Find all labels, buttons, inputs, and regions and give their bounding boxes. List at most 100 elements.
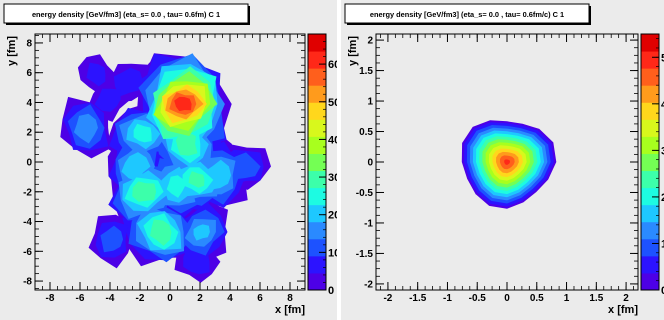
contour-layer xyxy=(461,120,557,209)
x-tick-label: -2 xyxy=(383,293,392,304)
x-tick-label: 8 xyxy=(287,293,293,304)
chart-title: energy density [GeV/fm3] (eta_s= 0.0 , t… xyxy=(32,10,220,19)
colorbar-tick-label: 5 xyxy=(661,52,664,64)
x-tick-label: 1.5 xyxy=(589,293,603,304)
x-tick-label: 4 xyxy=(227,293,233,304)
colorbar-tick-label: 3 xyxy=(661,145,664,157)
colorbar-swatch xyxy=(641,221,659,240)
x-tick-label: 0.5 xyxy=(530,293,544,304)
y-tick-label: 0 xyxy=(367,158,373,169)
colorbar-swatch xyxy=(308,221,326,240)
colorbar-swatch xyxy=(641,187,659,206)
colorbar-swatch xyxy=(308,272,326,291)
colorbar-swatch xyxy=(308,68,326,86)
y-tick-label: 8 xyxy=(26,38,32,49)
contour-band xyxy=(73,113,98,144)
y-tick-label: 0.5 xyxy=(359,127,373,138)
colorbar-tick-label: 10 xyxy=(328,247,337,259)
y-axis-title: y [fm] xyxy=(347,36,359,66)
y-tick-label: 4 xyxy=(26,98,32,109)
colorbar-tick-label: 60 xyxy=(328,59,337,71)
x-tick-label: -1.5 xyxy=(409,293,427,304)
colorbar-tick-label: 1 xyxy=(661,238,664,250)
title-box xyxy=(3,3,249,24)
contour-band xyxy=(174,96,192,112)
contour-band xyxy=(121,152,151,182)
y-tick-label: 1 xyxy=(367,97,373,108)
y-tick-label: -4 xyxy=(23,217,32,228)
colorbar-swatch xyxy=(641,51,659,69)
colorbar-swatch xyxy=(308,119,326,137)
right-heatmap-chart: -2 -1.5 -1 -0.5 0 0.5 1 1.5 2 -2 -1.5 -1 -0.5 0 0.5 1 1.… xyxy=(344,3,664,316)
x-tick-label: 0 xyxy=(167,293,173,304)
chart-title: energy density [GeV/fm3] (eta_s= 0.0 , t… xyxy=(370,10,564,19)
y-tick-label: -6 xyxy=(23,247,32,258)
y-tick-label: -2 xyxy=(364,279,373,290)
left-chart-panel: -8 -6 -4 -2 0 2 4 6 8 -8 -6 -4 -2 0 2 4 6 8 x [fm] y [fm] 0 1… xyxy=(0,0,337,320)
title-box xyxy=(344,3,590,24)
colorbar-swatch xyxy=(641,204,659,223)
colorbar-tick-label: 2 xyxy=(661,192,664,204)
colorbar-swatch xyxy=(641,255,659,274)
colorbar-tick-label: 20 xyxy=(328,210,337,222)
y-tick-label: -2 xyxy=(23,187,32,198)
colorbar-swatch xyxy=(641,153,659,172)
right-chart-panel: -2 -1.5 -1 -0.5 0 0.5 1 1.5 2 -2 -1.5 -1 -0.5 0 0.5 1 1.… xyxy=(341,0,664,320)
contour-band xyxy=(100,225,124,253)
colorbar-frame xyxy=(640,33,660,291)
x-tick-label: -4 xyxy=(106,293,115,304)
panel-divider xyxy=(337,0,341,320)
x-tick-label: 0 xyxy=(504,293,510,304)
contour-band xyxy=(205,159,232,190)
contour-band xyxy=(132,181,157,202)
contour-band xyxy=(504,159,510,165)
colorbar-tick-label: 30 xyxy=(328,172,337,184)
contour-band xyxy=(175,132,198,156)
colorbar-swatch xyxy=(308,170,326,189)
colorbar-tick-label: 0 xyxy=(328,285,334,297)
x-tick-label: -2 xyxy=(136,293,145,304)
colorbar-swatch xyxy=(308,136,326,154)
contour-layer xyxy=(60,53,271,283)
y-tick-label: 0 xyxy=(26,158,32,169)
colorbar-tick-label: 4 xyxy=(661,99,664,111)
colorbar-swatch xyxy=(641,102,659,120)
x-tick-label: -0.5 xyxy=(469,293,487,304)
x-axis-title: x [fm] xyxy=(608,304,638,316)
colorbar-swatch xyxy=(641,85,659,103)
x-tick-label: -1 xyxy=(443,293,452,304)
x-tick-label: -8 xyxy=(46,293,55,304)
colorbar-swatch xyxy=(641,170,659,189)
colorbar-swatch xyxy=(641,238,659,257)
y-tick-label: 1.5 xyxy=(359,66,373,77)
y-tick-label: -1.5 xyxy=(356,249,374,260)
colorbar-swatch xyxy=(308,255,326,274)
colorbar-swatch xyxy=(308,51,326,69)
colorbar-swatch xyxy=(308,34,326,52)
x-tick-label: -6 xyxy=(76,293,85,304)
x-tick-label: 2 xyxy=(623,293,629,304)
contour-band xyxy=(86,62,106,87)
y-tick-label: 6 xyxy=(26,68,32,79)
colorbar-swatch xyxy=(308,85,326,103)
y-tick-label: -0.5 xyxy=(356,188,374,199)
colorbar-swatch xyxy=(641,34,659,52)
colorbar-swatch xyxy=(308,187,326,206)
contour-band xyxy=(188,171,205,188)
colorbar-swatch xyxy=(308,204,326,223)
colorbar-tick-label: 50 xyxy=(328,97,337,109)
y-tick-label: 2 xyxy=(26,128,32,139)
x-tick-label: 6 xyxy=(257,293,263,304)
colorbar-swatch xyxy=(641,68,659,86)
colorbar-tick-label: 40 xyxy=(328,134,337,146)
colorbar-swatch xyxy=(308,153,326,172)
contour-band xyxy=(133,123,152,143)
y-tick-label: -8 xyxy=(23,277,32,288)
colorbar-tick-label: 0 xyxy=(661,285,664,297)
y-tick-label: -1 xyxy=(364,218,373,229)
colorbar-swatch xyxy=(641,136,659,154)
y-tick-label: 2 xyxy=(367,36,373,47)
contour-band xyxy=(166,175,186,198)
x-tick-label: 2 xyxy=(197,293,203,304)
